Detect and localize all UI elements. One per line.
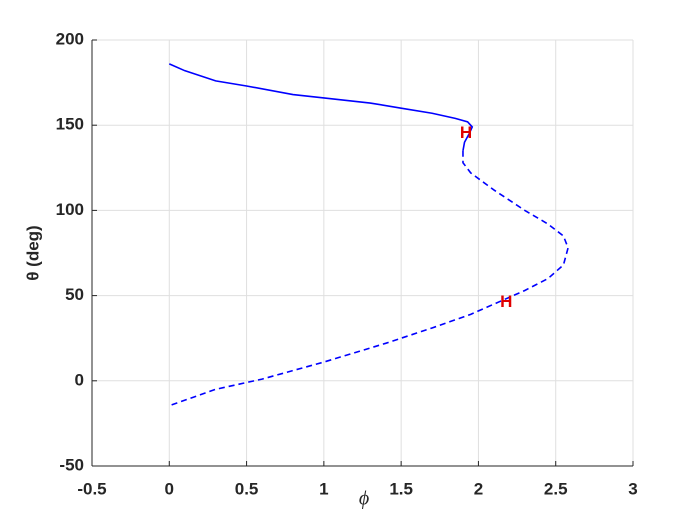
curve bbox=[169, 150, 569, 407]
x-axis-label: ϕ bbox=[359, 488, 369, 510]
y-tick-label: -50 bbox=[59, 455, 84, 474]
x-tick-label: 3 bbox=[628, 479, 637, 498]
annotation: H bbox=[460, 123, 472, 142]
x-tick-label: 2.5 bbox=[544, 479, 568, 498]
annotation: H bbox=[500, 292, 512, 311]
x-tick-label: 1 bbox=[319, 479, 328, 498]
y-tick-label: 150 bbox=[56, 115, 84, 134]
x-tick-label: 0.5 bbox=[235, 479, 259, 498]
curve bbox=[168, 63, 474, 151]
x-tick-label: 2 bbox=[474, 479, 483, 498]
x-tick-label: 1.5 bbox=[389, 479, 413, 498]
y-tick-label: 100 bbox=[56, 200, 84, 219]
x-tick-label: 0 bbox=[165, 479, 174, 498]
y-axis-label: θ (deg) bbox=[23, 225, 42, 280]
y-tick-label: 200 bbox=[56, 29, 84, 48]
x-tick-label: -0.5 bbox=[77, 479, 106, 498]
y-tick-label: 0 bbox=[75, 370, 84, 389]
y-tick-label: 50 bbox=[65, 285, 84, 304]
